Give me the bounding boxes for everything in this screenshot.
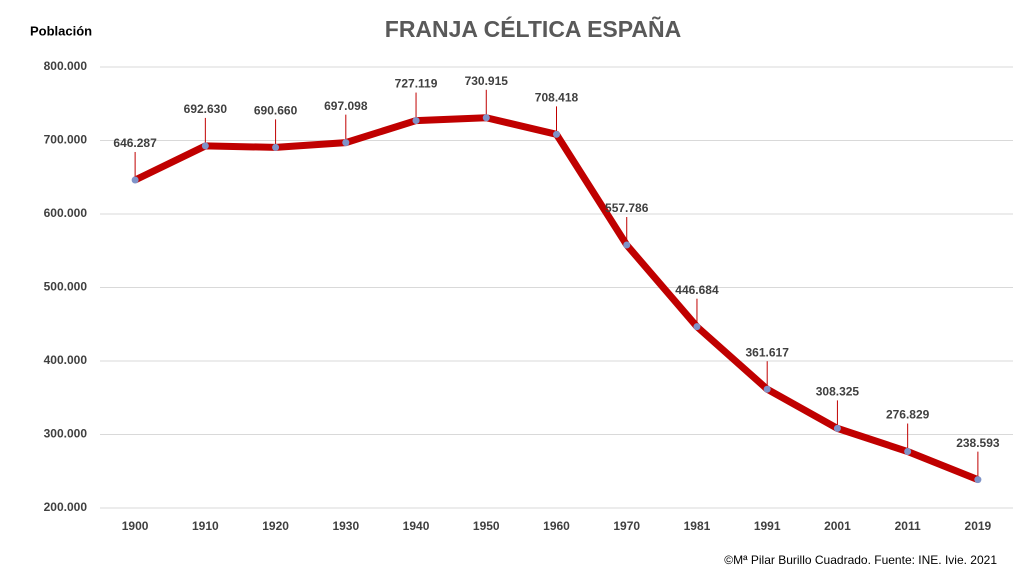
x-tick-label: 1930	[332, 519, 359, 533]
x-tick-label: 2011	[895, 519, 921, 533]
x-tick-label: 1970	[613, 519, 640, 533]
x-tick-label: 1910	[192, 519, 219, 533]
chart-title: FRANJA CÉLTICA ESPAÑA	[385, 15, 681, 42]
y-tick-label: 300.000	[44, 427, 88, 441]
data-point	[763, 385, 771, 393]
data-point	[693, 323, 701, 331]
x-tick-label: 2019	[965, 519, 992, 533]
y-tick-label: 700.000	[44, 133, 88, 147]
data-point	[131, 176, 139, 184]
data-point	[412, 117, 420, 125]
x-tick-label: 1981	[684, 519, 711, 533]
data-label: 361.617	[745, 345, 789, 359]
x-tick-label: 1940	[403, 519, 430, 533]
x-tick-label: 1950	[473, 519, 500, 533]
x-tick-label: 1920	[262, 519, 289, 533]
x-tick-label: 1960	[543, 519, 570, 533]
data-label: 692.630	[184, 102, 228, 116]
data-point	[623, 241, 631, 249]
data-label: 697.098	[324, 99, 368, 113]
data-label: 646.287	[113, 136, 157, 150]
data-point	[201, 142, 209, 150]
data-label: 557.786	[605, 201, 649, 215]
x-tick-label: 1991	[754, 519, 781, 533]
data-label: 730.915	[465, 74, 509, 88]
data-point	[904, 448, 912, 456]
data-point	[974, 476, 982, 484]
y-tick-label: 500.000	[44, 280, 88, 294]
data-point	[272, 143, 280, 151]
footer: ©Mª Pilar Burillo Cuadrado. Fuente: INE.…	[724, 553, 997, 567]
data-point	[553, 130, 560, 138]
y-tick-label: 200.000	[44, 500, 88, 514]
x-tick-label: 2001	[824, 519, 851, 533]
x-tick-label: 1900	[122, 519, 149, 533]
data-label: 238.593	[956, 436, 1000, 450]
y-tick-label: 400.000	[44, 353, 88, 367]
y-tick-label: 800.000	[44, 59, 88, 73]
data-label: 308.325	[816, 385, 860, 399]
data-label: 727.119	[395, 77, 438, 91]
data-label: 690.660	[254, 104, 298, 118]
data-label: 276.829	[886, 408, 930, 422]
data-point	[833, 424, 841, 432]
y-tick-label: 600.000	[44, 206, 88, 220]
data-point	[482, 114, 490, 122]
data-point	[342, 139, 350, 147]
y-axis-label: Población	[30, 23, 92, 38]
data-label: 708.418	[535, 90, 579, 104]
data-label: 446.684	[675, 283, 719, 297]
